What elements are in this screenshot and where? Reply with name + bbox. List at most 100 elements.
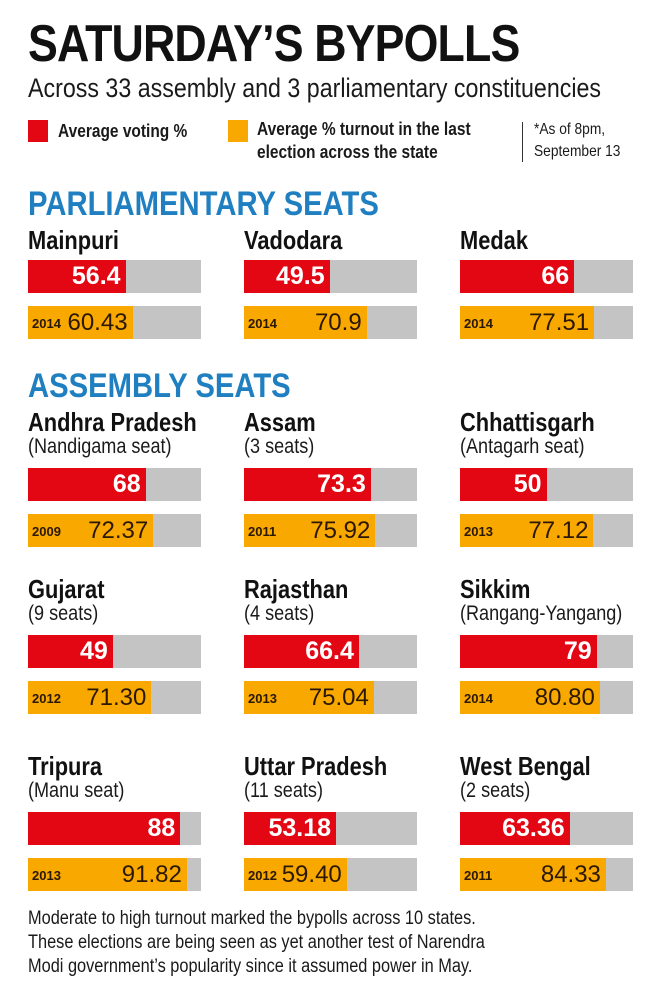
footer-line: Modi government’s popularity since it as… [28,956,473,977]
constituency-card: Uttar Pradesh (11 seats) 53.18 2012 59.40 [244,752,419,891]
bar-track-current: 53.18 [244,812,417,845]
bar-previous-turnout [244,514,376,547]
bar-current-value-label: 73.3 [317,470,366,498]
constituency-name: West Bengal [460,751,591,781]
bar-previous-value-label: 80.80 [534,684,595,711]
legend-note-line1: *As of 8pm, [534,121,606,138]
bar-track-current: 56.4 [28,260,201,293]
constituency-card: Sikkim (Rangang-Yangang) 79 2014 80.80 [460,575,635,714]
bar-current-value-label: 63.36 [502,814,565,842]
constituency-name: Medak [460,225,528,255]
bar-previous-turnout [244,858,347,891]
bar-previous-turnout [28,681,152,714]
page-title: SATURDAY’S BYPOLLS [28,15,520,73]
constituency-name: Chhattisgarh [460,407,595,437]
footer-line: Moderate to high turnout marked the bypo… [28,908,476,929]
bar-previous-year-label: 2011 [248,524,277,539]
bar-track-current: 73.3 [244,468,417,501]
bar-current-voting [244,468,371,501]
constituency-detail: (Manu seat) [28,779,125,802]
bar-track-previous: 2011 75.92 [244,514,417,547]
constituency-detail: (3 seats) [244,435,315,458]
bar-previous-value-label: 77.51 [529,309,590,336]
constituency-detail: (4 seats) [244,602,315,625]
bar-track-previous: 2013 75.04 [244,681,417,714]
bar-previous-year-label: 2012 [248,868,277,883]
bar-previous-turnout [244,681,374,714]
bar-track-current: 50 [460,468,633,501]
constituency-name: Mainpuri [28,225,120,255]
constituency-detail: (Nandigama seat) [28,435,172,458]
bar-current-value-label: 88 [147,814,176,842]
bar-previous-year-label: 2014 [248,316,277,331]
constituency-card: Chhattisgarh (Antagarh seat) 50 2013 77.12 [460,408,635,547]
bar-previous-year-label: 2009 [32,524,61,539]
bar-current-value-label: 50 [513,470,542,498]
bar-track-current: 63.36 [460,812,633,845]
legend-divider [522,122,523,162]
constituency-name: Andhra Pradesh [28,407,197,437]
constituency-card: Rajasthan (4 seats) 66.4 2013 75.04 [244,575,419,714]
legend-swatch-previous [228,120,248,142]
constituency-detail: (Antagarh seat) [460,435,585,458]
bar-current-value-label: 66 [541,262,570,290]
constituency-card: Vadodara 49.5 2014 70.9 [244,226,419,339]
bar-previous-value-label: 75.04 [308,684,369,711]
legend-label-current: Average voting % [58,121,188,141]
bar-previous-year-label: 2014 [464,316,493,331]
bar-previous-turnout [28,514,154,547]
bar-previous-value-label: 75.92 [310,517,371,544]
section-heading-assembly: ASSEMBLY SEATS [28,367,291,405]
bar-previous-year-label: 2013 [248,691,277,706]
bar-current-voting [244,260,330,293]
bar-current-voting [28,468,146,501]
legend-swatch-current [28,120,48,142]
bar-previous-turnout [244,306,367,339]
bar-track-previous: 2014 80.80 [460,681,633,714]
constituency-name: Gujarat [28,574,105,604]
constituency-detail: (9 seats) [28,602,99,625]
bar-previous-turnout [460,514,594,547]
bar-previous-year-label: 2014 [464,691,493,706]
bar-current-value-label: 66.4 [305,637,354,665]
bar-current-value-label: 53.18 [268,814,332,842]
bar-current-voting [28,635,113,668]
bar-track-previous: 2014 60.43 [28,306,201,339]
bar-current-voting [244,635,359,668]
bar-previous-value-label: 72.37 [88,517,149,544]
constituency-name: Sikkim [460,574,531,604]
bar-current-voting [460,468,547,501]
constituency-card: Medak 66 2014 77.51 [460,226,635,339]
page-subtitle: Across 33 assembly and 3 parliamentary c… [28,73,602,103]
bar-track-current: 49.5 [244,260,417,293]
constituency-card: Tripura (Manu seat) 88 2013 91.82 [28,752,203,891]
bar-previous-value-label: 77.12 [528,517,589,544]
bar-previous-year-label: 2013 [32,868,61,883]
bar-current-value-label: 56.4 [71,262,121,290]
bar-previous-turnout [28,306,133,339]
bar-current-voting [460,812,570,845]
bar-track-current: 66 [460,260,633,293]
constituency-name: Tripura [28,751,103,781]
bar-previous-year-label: 2014 [32,316,61,331]
bar-previous-value-label: 71.30 [86,684,147,711]
bar-track-previous: 2014 70.9 [244,306,417,339]
bar-track-previous: 2011 84.33 [460,858,633,891]
constituency-card: West Bengal (2 seats) 63.36 2011 84.33 [460,752,635,891]
footer-text: Moderate to high turnout marked the bypo… [28,907,648,979]
constituency-detail: (11 seats) [244,779,323,802]
constituency-name: Vadodara [244,225,343,255]
bar-current-value-label: 49 [79,637,108,665]
legend-label-previous-line1: Average % turnout in the last [257,119,471,139]
constituency-name: Rajasthan [244,574,349,604]
bar-previous-turnout [460,858,606,891]
bar-previous-turnout [460,306,595,339]
constituency-detail: (Rangang-Yangang) [460,602,623,625]
bar-previous-year-label: 2012 [32,691,61,706]
bar-track-current: 66.4 [244,635,417,668]
legend-label-previous-line2: election across the state [257,142,438,162]
bar-previous-turnout [28,858,187,891]
constituency-card: Gujarat (9 seats) 49 2012 71.30 [28,575,203,714]
bar-current-voting [460,635,597,668]
bar-current-voting [460,260,575,293]
